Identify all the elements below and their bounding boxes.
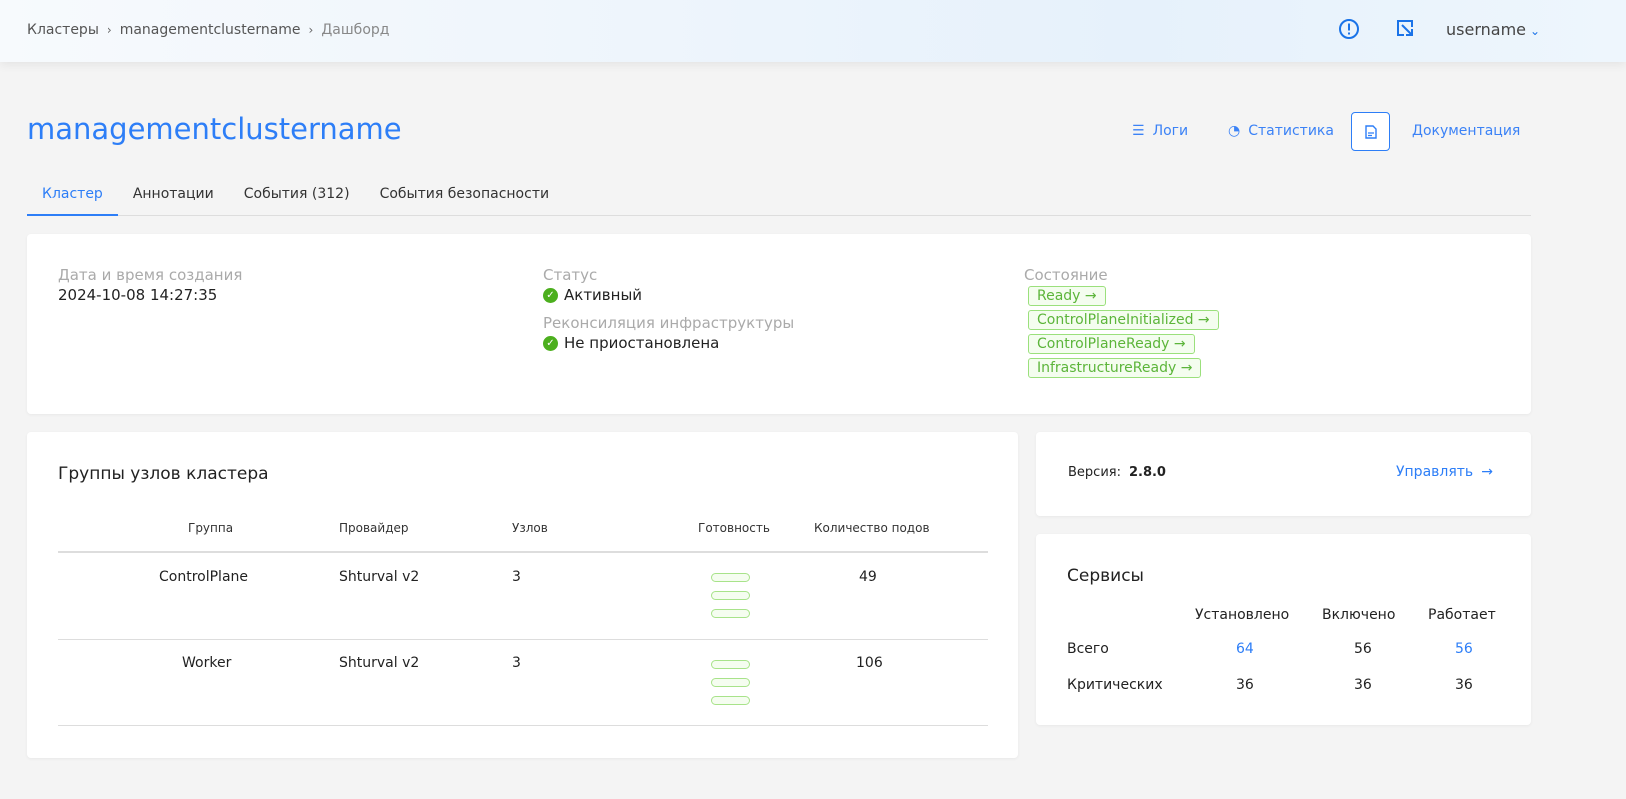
arrow-right-icon: →: [1481, 464, 1493, 480]
critical-enabled: 36: [1354, 677, 1372, 693]
breadcrumb: Кластеры › managementclustername › Дашборд: [27, 22, 389, 38]
pod-count: 106: [856, 655, 883, 671]
tab-bar: Кластер Аннотации События (312) События …: [27, 176, 1531, 216]
tab-security-events[interactable]: События безопасности: [379, 186, 550, 202]
critical-installed: 36: [1236, 677, 1254, 693]
list-icon: ☰: [1132, 123, 1145, 139]
col-enabled: Включено: [1322, 607, 1396, 623]
chevron-down-icon: ⌄: [1530, 24, 1541, 38]
top-bar: Кластеры › managementclustername › Дашборд…: [0, 0, 1626, 62]
page-title: managementclustername: [27, 112, 402, 146]
node-count: 3: [512, 569, 521, 585]
total-running-link[interactable]: 56: [1455, 641, 1473, 657]
tab-annotations[interactable]: Аннотации: [132, 186, 214, 202]
readiness-bar: [711, 678, 750, 687]
check-circle-icon: ✓: [543, 287, 558, 303]
services-card: Сервисы Установлено Включено Работает Вс…: [1036, 534, 1531, 725]
cluster-info-card: Дата и время создания 2024-10-08 14:27:3…: [27, 234, 1531, 414]
row-critical-label: Критических: [1067, 677, 1163, 693]
readiness-bar: [711, 591, 750, 600]
breadcrumb-clusters[interactable]: Кластеры: [27, 22, 99, 38]
col-running: Работает: [1428, 607, 1496, 623]
condition-cp-initialized[interactable]: ControlPlaneInitialized →: [1028, 310, 1219, 330]
provider: Shturval v2: [339, 569, 420, 585]
document-icon: [1364, 124, 1377, 139]
chevron-right-icon: ›: [308, 23, 314, 37]
readiness-bar: [711, 696, 750, 705]
readiness-bar: [711, 660, 750, 669]
docs-label: Документация: [1412, 123, 1521, 139]
recon-label: Реконсиляция инфраструктуры: [543, 314, 795, 332]
condition-cp-ready[interactable]: ControlPlaneReady →: [1028, 334, 1195, 354]
condition-ready[interactable]: Ready →: [1028, 286, 1106, 306]
node-groups-card: Группы узлов кластера Группа Провайдер У…: [27, 432, 1018, 758]
docs-button[interactable]: Документация: [1412, 123, 1520, 139]
user-menu[interactable]: username ⌄: [1446, 20, 1540, 39]
readiness-bar: [711, 573, 750, 582]
divider: [58, 725, 988, 726]
breadcrumb-cluster[interactable]: managementclustername: [119, 22, 301, 38]
tab-cluster[interactable]: Кластер: [27, 176, 118, 216]
divider: [58, 551, 988, 553]
check-circle-icon: ✓: [543, 335, 558, 351]
version-card: Версия: 2.8.0 Управлять →: [1036, 432, 1531, 516]
readiness-bar: [711, 609, 750, 618]
node-groups-title: Группы узлов кластера: [58, 464, 269, 484]
state-label: Состояние: [1024, 266, 1108, 284]
provider: Shturval v2: [339, 655, 420, 671]
username: username: [1446, 20, 1526, 39]
row-total-label: Всего: [1067, 641, 1109, 657]
node-count: 3: [512, 655, 521, 671]
chevron-right-icon: ›: [106, 23, 112, 37]
logs-button[interactable]: ☰ Логи: [1132, 123, 1188, 139]
created-label: Дата и время создания: [58, 266, 243, 284]
group-name: ControlPlane: [159, 569, 249, 585]
col-readiness: Готовность: [698, 521, 770, 535]
status-label: Статус: [543, 266, 598, 284]
status-value: Активный: [564, 286, 643, 304]
stats-button[interactable]: ◔ Статистика: [1228, 123, 1334, 139]
col-group: Группа: [188, 521, 234, 535]
version-value: 2.8.0: [1128, 465, 1166, 480]
created-value: 2024-10-08 14:27:35: [58, 286, 218, 304]
stats-label: Статистика: [1248, 123, 1334, 139]
condition-infra-ready[interactable]: InfrastructureReady →: [1028, 358, 1202, 378]
col-nodes: Узлов: [512, 521, 548, 535]
col-installed: Установлено: [1195, 607, 1290, 623]
logs-label: Логи: [1152, 123, 1189, 139]
col-pods: Количество подов: [814, 521, 930, 535]
pod-count: 49: [859, 569, 877, 585]
manage-label: Управлять: [1396, 464, 1474, 480]
services-title: Сервисы: [1067, 566, 1144, 586]
col-provider: Провайдер: [339, 521, 409, 535]
tab-events[interactable]: События (312): [243, 186, 350, 202]
pie-chart-icon: ◔: [1228, 123, 1241, 139]
group-name: Worker: [182, 655, 232, 671]
total-enabled: 56: [1354, 641, 1372, 657]
critical-running: 36: [1455, 677, 1473, 693]
collapse-arrow-icon[interactable]: [1395, 18, 1417, 40]
total-installed-link[interactable]: 64: [1236, 641, 1254, 657]
alert-circle-icon[interactable]: [1338, 18, 1360, 40]
recon-value: Не приостановлена: [564, 334, 720, 352]
version-label: Версия:: [1068, 465, 1121, 480]
manage-link[interactable]: Управлять →: [1396, 464, 1493, 480]
divider: [58, 639, 988, 640]
breadcrumb-current: Дашборд: [321, 22, 390, 38]
document-icon-button[interactable]: [1351, 112, 1390, 151]
